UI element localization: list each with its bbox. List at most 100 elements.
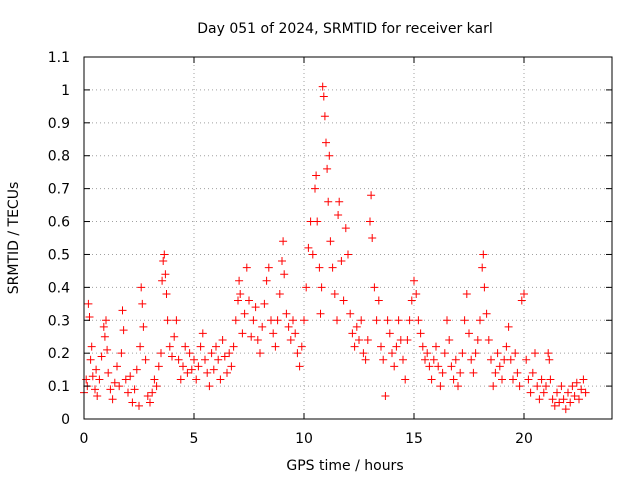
data-point [158, 276, 167, 285]
y-tick-label: 0.1 [48, 379, 70, 395]
data-point [273, 316, 282, 325]
data-point [284, 322, 293, 331]
data-point [320, 112, 329, 121]
data-point [312, 171, 321, 180]
data-point [143, 391, 152, 400]
data-point [469, 368, 478, 377]
data-point [218, 336, 227, 345]
data-point [245, 296, 253, 305]
data-point [249, 316, 258, 325]
data-point [161, 270, 170, 279]
data-point [498, 375, 506, 384]
data-point [572, 378, 581, 387]
data-point [465, 329, 473, 338]
data-point [163, 316, 172, 325]
data-point [121, 375, 130, 384]
data-point [308, 250, 317, 259]
data-point [504, 322, 513, 331]
y-tick-label: 1.1 [48, 50, 70, 66]
data-point [568, 382, 577, 391]
data-point [135, 401, 143, 410]
data-point [279, 237, 288, 246]
x-tick-label: 20 [515, 431, 533, 447]
y-tick-label: 0 [61, 412, 70, 428]
data-point [95, 375, 104, 384]
data-point [311, 184, 319, 193]
data-point [289, 316, 297, 325]
data-point [97, 352, 106, 361]
x-tick-label: 10 [295, 431, 313, 447]
data-point [238, 329, 247, 338]
data-point [86, 355, 95, 364]
data-point [99, 322, 108, 331]
data-point [185, 349, 194, 358]
data-point [106, 385, 115, 394]
data-point [229, 342, 238, 351]
data-point [462, 289, 471, 298]
data-point [487, 355, 495, 364]
data-point [341, 224, 350, 233]
data-point [227, 362, 236, 371]
data-point [421, 355, 429, 364]
data-point [366, 217, 374, 226]
data-point [324, 197, 333, 206]
data-point [196, 342, 205, 351]
data-point [262, 276, 271, 285]
data-point [172, 316, 181, 325]
data-point [432, 342, 440, 351]
data-point [443, 316, 451, 325]
data-point [418, 342, 427, 351]
data-point [170, 332, 179, 341]
data-point [258, 322, 267, 331]
data-point [363, 336, 372, 345]
data-point [372, 316, 381, 325]
data-point [88, 372, 97, 381]
data-point [278, 257, 286, 266]
data-point [522, 355, 531, 364]
data-point [304, 243, 313, 252]
data-point [335, 197, 344, 206]
data-point [154, 362, 163, 371]
data-point [100, 332, 109, 341]
data-point [316, 309, 325, 318]
data-point [302, 283, 311, 292]
data-point [212, 342, 220, 351]
data-point [570, 391, 579, 400]
data-point [491, 368, 500, 377]
data-point [550, 401, 559, 410]
chart-title: Day 051 of 2024, SRMTID for receiver kar… [197, 21, 493, 37]
data-point [183, 368, 192, 377]
grid [84, 57, 612, 419]
data-point [160, 250, 169, 259]
data-point [546, 375, 555, 384]
data-point [368, 234, 377, 242]
data-point [548, 395, 557, 404]
data-point [253, 336, 262, 345]
data-point [251, 303, 260, 312]
data-point [451, 355, 460, 364]
data-point [545, 355, 554, 364]
data-point [429, 355, 438, 364]
data-point [84, 299, 93, 308]
data-point [126, 372, 135, 381]
data-point [361, 355, 370, 364]
data-point [264, 263, 273, 272]
data-point [315, 263, 324, 272]
x-tick-label: 15 [405, 431, 423, 447]
data-point [438, 368, 447, 377]
data-point [313, 217, 322, 226]
data-point [148, 388, 157, 397]
data-point [489, 382, 498, 391]
data-point [359, 349, 368, 358]
data-point [326, 237, 335, 246]
data-point [157, 349, 165, 358]
data-point [194, 362, 203, 371]
y-tick-label: 0.4 [48, 280, 70, 296]
data-point [236, 289, 245, 298]
data-point [282, 309, 291, 318]
data-point [119, 326, 128, 335]
data-point [198, 329, 207, 338]
data-point [231, 316, 240, 325]
plot-frame [83, 56, 613, 420]
y-tick-label: 0.9 [48, 116, 70, 132]
